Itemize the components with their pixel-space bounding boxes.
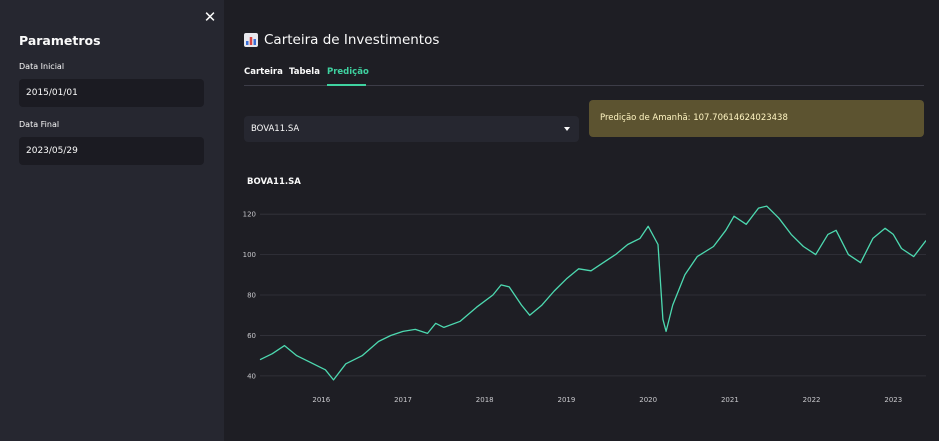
prediction-alert: Predição de Amanhã: 107.70614624023438: [589, 100, 924, 137]
chevron-down-icon: [564, 127, 570, 131]
bar-chart-icon: [244, 33, 258, 47]
page-title: Carteira de Investimentos: [244, 32, 439, 48]
page-title-text: Carteira de Investimentos: [264, 32, 440, 48]
x-tick-label: 2016: [312, 396, 330, 404]
x-tick-label: 2022: [803, 396, 821, 404]
x-tick-label: 2019: [558, 396, 576, 404]
x-tick-label: 2020: [639, 396, 657, 404]
x-tick-label: 2018: [476, 396, 494, 404]
start-date-input[interactable]: 2015/01/01: [19, 79, 204, 107]
tab-carteira[interactable]: Carteira: [244, 67, 283, 77]
tab-predicao[interactable]: Predição: [327, 67, 369, 77]
y-tick-label: 100: [243, 251, 256, 259]
sidebar-title: Parametros: [19, 33, 101, 48]
x-tick-label: 2017: [394, 396, 412, 404]
ticker-select-value: BOVA11.SA: [251, 124, 300, 134]
y-tick-label: 120: [243, 211, 256, 219]
x-tick-label: 2021: [721, 396, 739, 404]
end-date-label: Data Final: [19, 120, 60, 129]
close-icon[interactable]: ✕: [203, 8, 217, 26]
y-tick-label: 80: [247, 292, 256, 300]
end-date-input[interactable]: 2023/05/29: [19, 137, 204, 165]
sidebar: ✕ Parametros Data Inicial 2015/01/01 Dat…: [0, 0, 224, 441]
series-line: [259, 205, 926, 381]
y-tick-label: 60: [247, 332, 256, 340]
active-tab-indicator: [327, 84, 366, 86]
y-tick-label: 40: [247, 372, 256, 380]
x-tick-label: 2023: [884, 396, 902, 404]
start-date-label: Data Inicial: [19, 62, 65, 71]
ticker-select[interactable]: BOVA11.SA: [244, 116, 579, 142]
tab-bar: Carteira Tabela Predição: [244, 64, 924, 86]
price-chart: 40 60 80 100 120 2016 2017 2018 2019 2020 2021 202…: [243, 205, 926, 404]
tab-tabela[interactable]: Tabela: [289, 67, 320, 77]
chart-title: BOVA11.SA: [247, 177, 301, 187]
